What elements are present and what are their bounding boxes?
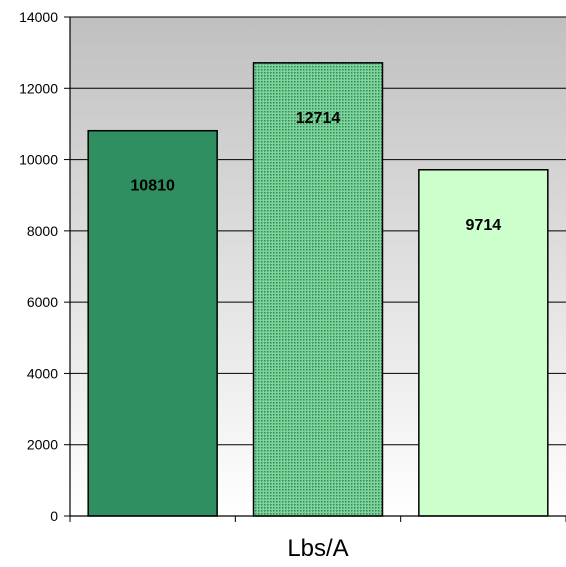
- y-tick-label: 2000: [27, 437, 58, 453]
- bar: [252, 62, 384, 517]
- bar: [87, 129, 218, 517]
- y-tick-label: 6000: [27, 294, 58, 310]
- labels: 0 2000 4000 6000 8000 10000 12000 14000 10810 127…: [19, 9, 501, 524]
- y-tick-label: 0: [50, 508, 58, 524]
- y-tick-label: 8000: [27, 223, 58, 239]
- y-tick-label: 12000: [19, 80, 58, 96]
- data-label: 12714: [296, 110, 341, 127]
- data-label: 10810: [130, 178, 175, 195]
- axes: [64, 16, 566, 522]
- x-axis-title: Lbs/A: [287, 535, 348, 562]
- data-label: 9714: [466, 217, 502, 234]
- y-tick-label: 14000: [19, 9, 58, 25]
- y-tick-label: 10000: [19, 152, 58, 168]
- y-tick-label: 4000: [27, 365, 58, 381]
